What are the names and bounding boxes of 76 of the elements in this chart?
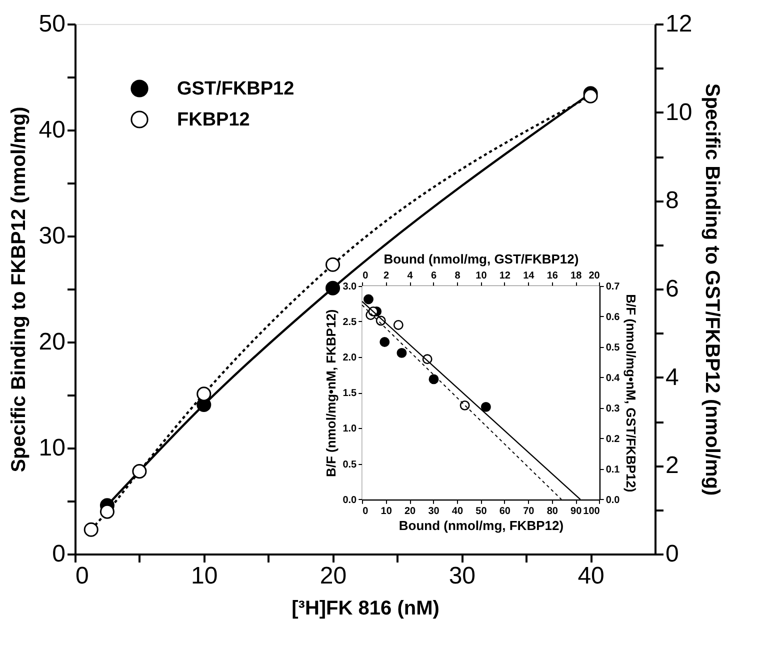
point [460,400,470,410]
point [428,374,439,384]
x2-tick-label: 8 [454,270,461,282]
y2-tick-label: 12 [666,10,692,38]
y-tick-label: 0.0 [342,494,358,506]
y2-tick-label: 0.2 [606,434,620,445]
x2-axis-title: Bound (nmol/mg, GST/FKBP12) [384,251,579,266]
y-tick-label: 2.5 [342,316,358,328]
point [393,320,404,330]
x-tick-label: 30 [448,562,476,590]
y-tick-label: 50 [38,10,66,38]
y2-tick-label: 0.1 [606,464,620,476]
x2-tick-label: 6 [430,270,437,282]
point [132,464,147,479]
point [326,257,340,272]
y2-tick-label: 0.7 [606,281,620,292]
y-tick-label: 20 [38,328,66,356]
y-tick-label: 1.0 [342,424,358,435]
y-tick-label: 0.5 [342,459,358,470]
x-tick-label: 80 [546,506,558,517]
point [364,294,374,304]
x2-tick-label: 2 [384,270,390,282]
y2-axis-title: Specific Binding to GST/FKBP12 (nmol/mg) [701,83,724,496]
y2-tick-label: 6 [666,276,679,302]
y-axis-title: B/F (nmol/mg•nM, FKBP12) [324,309,339,478]
x-tick-label: 40 [452,506,464,517]
y2-tick-label: 0.0 [606,494,620,506]
x-axis-title: [³H]FK 816 (nM) [292,598,440,620]
x-tick-label: 100 [583,506,600,517]
x-axis-title: Bound (nmol/mg, FKBP12) [398,518,564,533]
point [480,402,491,412]
y-tick-label: 40 [38,116,66,144]
x2-tick-label: 14 [523,270,535,282]
x-tick-label: 60 [499,506,511,517]
y2-tick-label: 2 [666,452,679,480]
x2-tick-label: 4 [407,270,414,282]
x-tick-label: 20 [404,506,416,517]
y2-tick-label: 10 [666,98,692,126]
x-tick-label: 0 [76,562,89,590]
point [326,280,340,296]
point [84,522,98,537]
x-tick-label: 30 [428,506,440,517]
y2-tick-label: 0.3 [606,403,620,414]
y-tick-label: 10 [38,434,66,462]
y2-tick-label: 0.6 [606,312,620,323]
x-tick-label: 10 [380,506,392,517]
legend-label: GST/FKBP12 [177,78,294,100]
y2-tick-label: 4 [666,364,679,391]
y-tick-label: 3.0 [342,281,358,292]
x-tick-label: 0 [362,506,369,517]
x-tick-label: 70 [523,506,535,517]
x2-tick-label: 0 [362,270,369,282]
x-tick-label: 90 [570,506,582,517]
x-tick-label: 50 [476,506,488,517]
point [196,386,212,402]
x-tick-label: 40 [578,562,604,590]
point [396,348,407,358]
x2-tick-label: 12 [499,270,511,282]
x2-tick-label: 18 [570,270,582,282]
x2-tick-label: 20 [588,270,600,282]
y-tick-label: 0 [52,540,66,568]
y-tick-label: 1.5 [342,388,358,400]
x2-tick-label: 16 [546,270,558,282]
point [100,504,114,519]
y2-axis-title: B/F (nmol/mg•nM, GST/FKBP12) [624,294,639,492]
y2-tick-label: 8 [666,187,679,214]
y-tick-label: 2.0 [342,352,358,364]
y2-tick-label: 0.5 [606,342,620,354]
x2-tick-label: 10 [476,270,488,282]
y2-tick-label: 0.4 [606,372,620,384]
legend-label: FKBP12 [177,110,250,130]
point [380,336,390,347]
y2-tick-label: 0 [666,540,679,568]
x-tick-label: 10 [191,562,218,590]
y-axis-title: Specific Binding to FKBP12 (nmol/mg) [8,106,30,472]
y-tick-label: 30 [38,222,66,250]
